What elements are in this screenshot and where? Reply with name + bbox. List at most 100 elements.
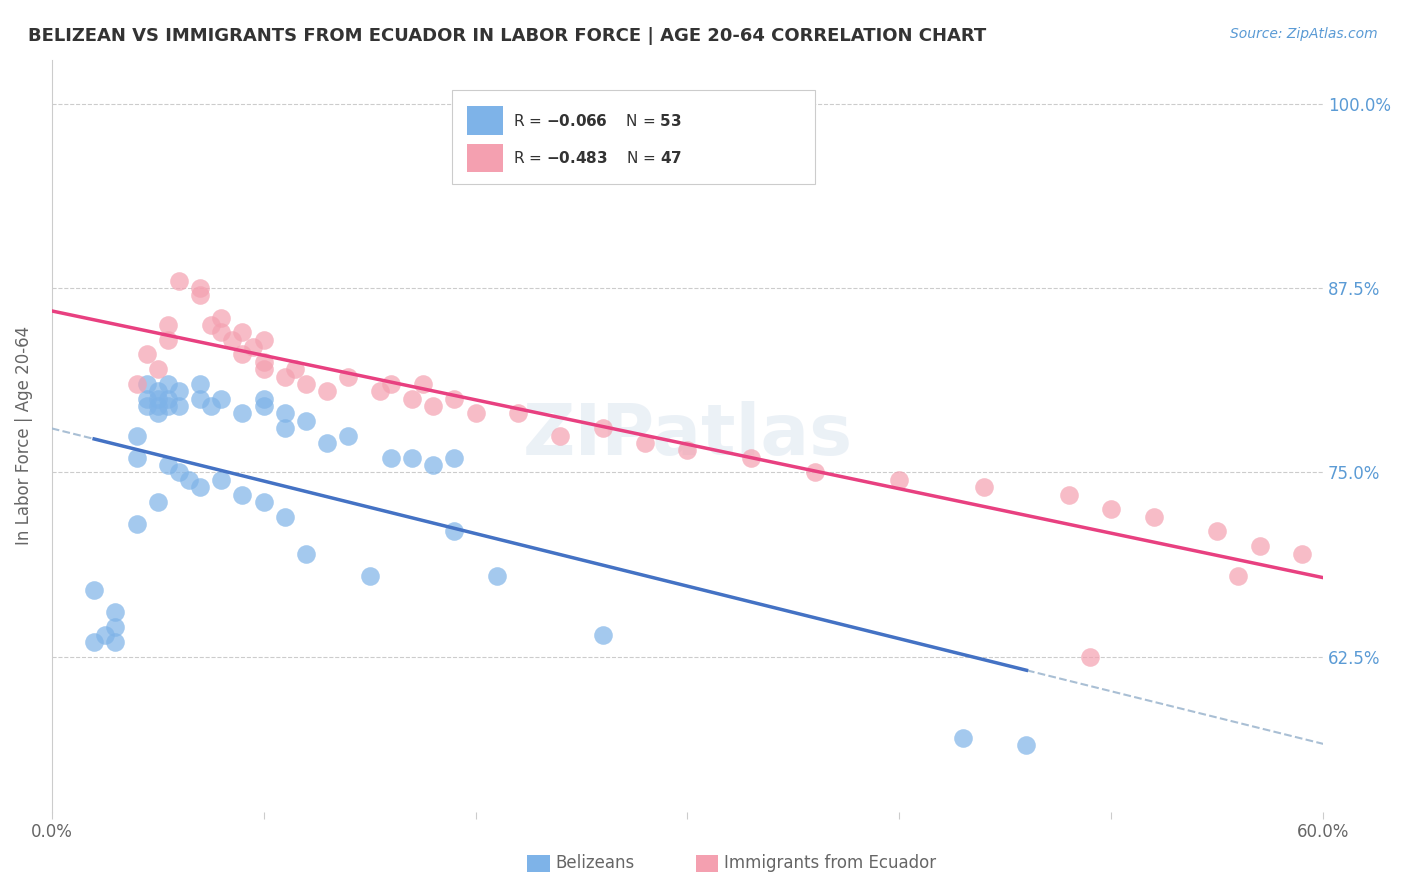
Point — [1206, 524, 1229, 539]
Point — [209, 473, 232, 487]
Point — [188, 480, 211, 494]
Point — [803, 466, 825, 480]
Point — [380, 376, 402, 391]
Text: R = $\mathbf{-0.066}$    N = $\mathbf{53}$: R = $\mathbf{-0.066}$ N = $\mathbf{53}$ — [513, 112, 682, 128]
Point — [550, 428, 572, 442]
FancyBboxPatch shape — [453, 90, 814, 184]
Point — [104, 620, 127, 634]
Point — [125, 428, 148, 442]
Point — [952, 731, 974, 745]
Point — [231, 487, 253, 501]
Point — [464, 407, 486, 421]
Point — [167, 466, 190, 480]
Point — [136, 347, 159, 361]
Point — [231, 407, 253, 421]
Point — [253, 399, 276, 413]
Point — [1249, 539, 1271, 553]
Point — [83, 583, 105, 598]
Point — [157, 392, 180, 406]
Point — [157, 376, 180, 391]
Point — [337, 428, 360, 442]
Point — [125, 516, 148, 531]
Point — [136, 399, 159, 413]
Point — [506, 407, 529, 421]
Text: Source: ZipAtlas.com: Source: ZipAtlas.com — [1230, 27, 1378, 41]
Point — [157, 318, 180, 332]
Point — [167, 384, 190, 399]
Point — [146, 392, 169, 406]
Point — [295, 414, 318, 428]
Point — [157, 333, 180, 347]
Point — [1227, 568, 1250, 582]
Point — [634, 436, 657, 450]
Point — [274, 421, 297, 435]
Point — [221, 333, 243, 347]
Y-axis label: In Labor Force | Age 20-64: In Labor Force | Age 20-64 — [15, 326, 32, 545]
Point — [179, 473, 201, 487]
Point — [83, 635, 105, 649]
Point — [422, 399, 444, 413]
Point — [973, 480, 995, 494]
Point — [200, 399, 222, 413]
Point — [443, 524, 465, 539]
Point — [422, 458, 444, 472]
Point — [274, 509, 297, 524]
Point — [740, 450, 762, 465]
Point — [295, 376, 318, 391]
Point — [188, 288, 211, 302]
Point — [146, 362, 169, 376]
Point — [889, 473, 911, 487]
Point — [253, 392, 276, 406]
Point — [592, 421, 614, 435]
Point — [104, 606, 127, 620]
Point — [136, 376, 159, 391]
Point — [359, 568, 381, 582]
Point — [274, 369, 297, 384]
Point — [146, 407, 169, 421]
Point — [1078, 649, 1101, 664]
Point — [443, 450, 465, 465]
Point — [188, 392, 211, 406]
Point — [146, 384, 169, 399]
Point — [368, 384, 391, 399]
Point — [157, 458, 180, 472]
Point — [1099, 502, 1122, 516]
Point — [253, 333, 276, 347]
FancyBboxPatch shape — [467, 144, 503, 172]
Point — [146, 495, 169, 509]
Point — [125, 376, 148, 391]
Text: ZIPatlas: ZIPatlas — [523, 401, 852, 470]
Point — [125, 450, 148, 465]
Point — [231, 347, 253, 361]
Point — [316, 384, 339, 399]
Text: R = $\mathbf{-0.483}$    N = $\mathbf{47}$: R = $\mathbf{-0.483}$ N = $\mathbf{47}$ — [513, 150, 682, 166]
Point — [412, 376, 434, 391]
Point — [1015, 738, 1038, 752]
Point — [1291, 547, 1313, 561]
Point — [167, 274, 190, 288]
Point — [253, 355, 276, 369]
Point — [146, 399, 169, 413]
Point — [167, 399, 190, 413]
Point — [200, 318, 222, 332]
Point — [676, 443, 699, 458]
Point — [253, 495, 276, 509]
Point — [295, 547, 318, 561]
Text: Immigrants from Ecuador: Immigrants from Ecuador — [724, 855, 936, 872]
FancyBboxPatch shape — [467, 106, 503, 135]
Point — [242, 340, 264, 354]
Point — [592, 627, 614, 641]
Point — [209, 310, 232, 325]
Point — [157, 399, 180, 413]
Point — [443, 392, 465, 406]
Point — [188, 376, 211, 391]
Text: Belizeans: Belizeans — [555, 855, 634, 872]
Point — [401, 450, 423, 465]
Point — [209, 326, 232, 340]
Point — [104, 635, 127, 649]
Point — [380, 450, 402, 465]
Text: BELIZEAN VS IMMIGRANTS FROM ECUADOR IN LABOR FORCE | AGE 20-64 CORRELATION CHART: BELIZEAN VS IMMIGRANTS FROM ECUADOR IN L… — [28, 27, 987, 45]
Point — [209, 392, 232, 406]
Point — [284, 362, 307, 376]
Point — [253, 362, 276, 376]
